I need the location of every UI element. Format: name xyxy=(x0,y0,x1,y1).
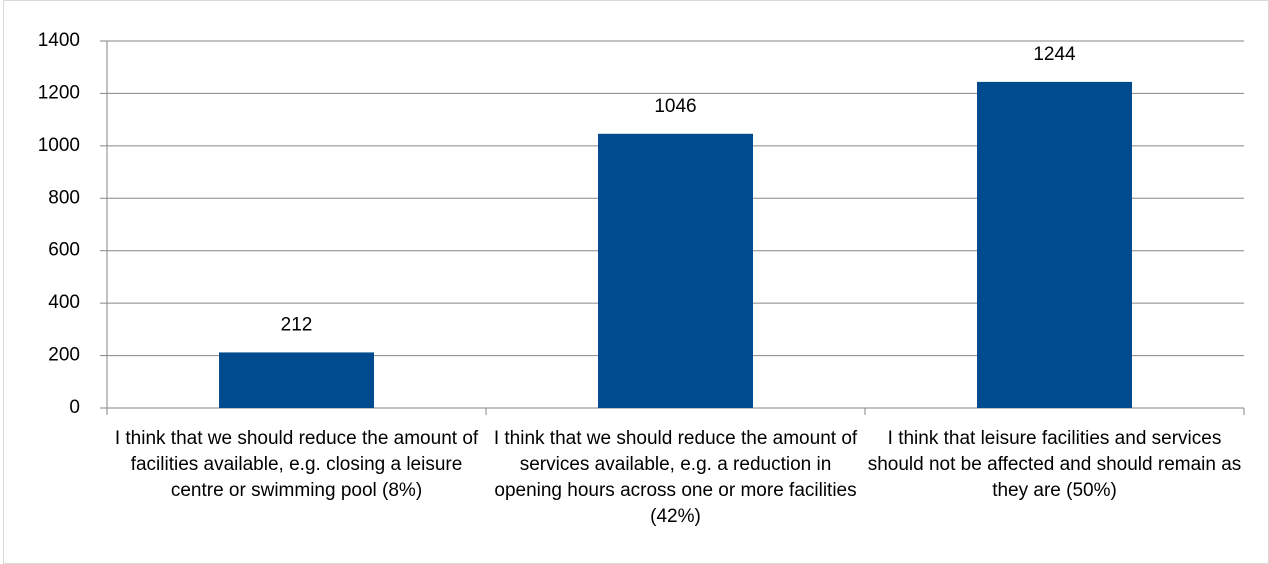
y-tick-label: 600 xyxy=(48,240,80,261)
data-label: 212 xyxy=(281,314,313,335)
data-label: 1244 xyxy=(1033,44,1076,65)
bar xyxy=(977,81,1132,408)
y-tick-label: 400 xyxy=(48,292,80,313)
y-tick-label: 800 xyxy=(48,187,80,208)
data-label: 1046 xyxy=(654,96,696,117)
bar xyxy=(219,352,374,408)
x-tick-label: I think that leisure facilities and serv… xyxy=(867,428,1242,501)
y-tick-label: 1400 xyxy=(38,30,80,51)
x-tick-label: I think that we should reduce the amount… xyxy=(114,428,479,501)
y-tick-label: 200 xyxy=(48,345,80,366)
x-tick-label: I think that we should reduce the amount… xyxy=(493,428,858,527)
y-tick-label: 1000 xyxy=(38,135,80,156)
y-tick-label: 1200 xyxy=(38,82,80,103)
y-tick-label: 0 xyxy=(69,397,80,418)
bar xyxy=(598,133,753,408)
